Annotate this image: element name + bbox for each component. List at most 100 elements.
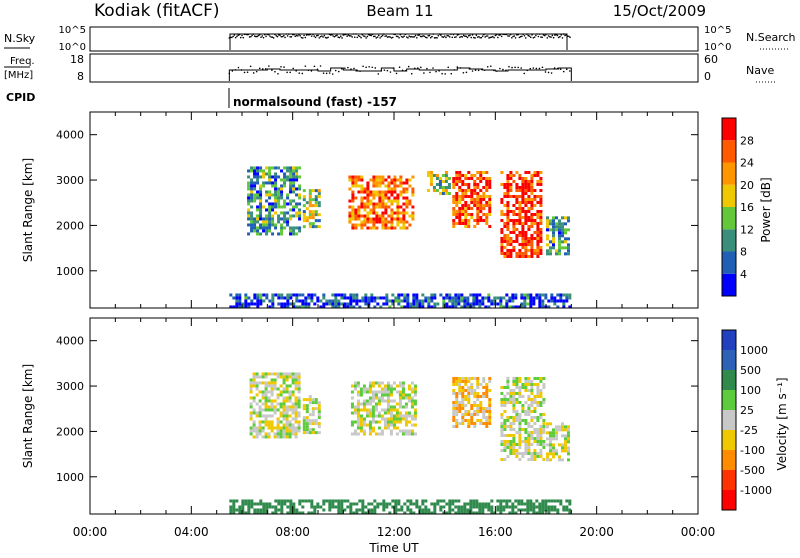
power-cell bbox=[427, 305, 431, 309]
velocity-cell bbox=[564, 446, 567, 450]
search-dot bbox=[374, 35, 376, 38]
power-cell bbox=[445, 302, 449, 306]
power-cell bbox=[298, 184, 302, 188]
power-cell bbox=[506, 233, 510, 237]
velocity-cell bbox=[533, 376, 537, 380]
power-cell bbox=[375, 214, 379, 218]
power-cell bbox=[455, 209, 459, 213]
velocity-cell bbox=[297, 420, 301, 424]
power-cell bbox=[457, 299, 461, 303]
velocity-cell bbox=[527, 457, 531, 461]
velocity-cell bbox=[413, 414, 417, 418]
velocity-cell bbox=[314, 407, 318, 411]
velocity-cell bbox=[294, 387, 298, 391]
velocity-cell bbox=[550, 508, 554, 512]
power-cell bbox=[530, 188, 534, 192]
velocity-cell bbox=[415, 502, 419, 506]
power-cell bbox=[533, 236, 537, 240]
power-cell bbox=[500, 242, 504, 246]
power-cell bbox=[567, 252, 570, 256]
power-cell bbox=[458, 188, 462, 192]
velocity-cell bbox=[509, 424, 513, 428]
velocity-cell bbox=[247, 502, 251, 506]
nave-dot bbox=[240, 69, 243, 71]
power-cell bbox=[348, 175, 352, 179]
power-cell bbox=[521, 200, 525, 204]
velocity-cell bbox=[270, 399, 274, 403]
velocity-cell bbox=[386, 411, 390, 415]
power-cell bbox=[454, 296, 458, 300]
velocity-cell bbox=[398, 390, 402, 394]
velocity-colorbar-swatch bbox=[722, 350, 736, 370]
power-cell bbox=[538, 305, 542, 309]
power-cell bbox=[539, 221, 543, 225]
velocity-cell bbox=[353, 432, 357, 436]
power-cell bbox=[509, 194, 513, 198]
velocity-cell bbox=[308, 419, 312, 423]
velocity-cell bbox=[558, 425, 561, 429]
search-dot bbox=[322, 36, 324, 38]
time-axis-title: Time UT bbox=[368, 541, 419, 554]
velocity-cell bbox=[549, 458, 552, 462]
power-cell bbox=[524, 248, 528, 252]
power-cell bbox=[438, 176, 442, 180]
power-cell bbox=[464, 194, 468, 198]
nave-dot bbox=[444, 73, 446, 75]
power-cell bbox=[274, 223, 278, 227]
power-cell bbox=[533, 173, 537, 177]
velocity-cell bbox=[546, 458, 549, 462]
power-cell bbox=[331, 302, 335, 306]
power-cell bbox=[512, 209, 516, 213]
velocity-cell bbox=[255, 435, 259, 439]
power-cell bbox=[354, 184, 358, 188]
power-cell bbox=[283, 214, 287, 218]
velocity-cell bbox=[368, 402, 372, 406]
power-cell bbox=[521, 221, 525, 225]
power-cell bbox=[364, 293, 368, 297]
power-cell bbox=[561, 240, 564, 244]
power-cell bbox=[399, 184, 403, 188]
power-cell bbox=[482, 191, 486, 195]
velocity-cell bbox=[509, 451, 513, 455]
search-dot bbox=[233, 34, 236, 36]
power-cell bbox=[387, 184, 391, 188]
velocity-cell bbox=[458, 406, 462, 410]
velocity-cell bbox=[365, 423, 369, 427]
velocity-cell bbox=[308, 395, 312, 399]
power-cell bbox=[467, 203, 471, 207]
power-cell bbox=[562, 302, 566, 306]
power-cell bbox=[373, 296, 377, 300]
power-cell bbox=[289, 199, 293, 203]
power-cell bbox=[393, 226, 397, 230]
velocity-cell bbox=[536, 391, 540, 395]
search-dot bbox=[281, 35, 284, 38]
power-cell bbox=[532, 296, 536, 300]
velocity-cell bbox=[286, 505, 290, 509]
nave-dot bbox=[249, 65, 252, 68]
velocity-cell bbox=[374, 402, 378, 406]
velocity-cell bbox=[478, 511, 482, 515]
power-cell bbox=[348, 220, 352, 224]
power-cell bbox=[479, 188, 483, 192]
velocity-cell bbox=[261, 414, 265, 418]
search-dot bbox=[447, 34, 450, 37]
power-cell bbox=[274, 175, 278, 179]
power-cell bbox=[552, 246, 555, 250]
velocity-cell bbox=[311, 401, 315, 405]
velocity-cell bbox=[404, 405, 408, 409]
search-dot bbox=[250, 35, 252, 38]
velocity-cell bbox=[376, 502, 380, 506]
search-dot bbox=[464, 35, 466, 37]
power-cell bbox=[271, 220, 275, 224]
search-dot bbox=[470, 36, 473, 39]
power-cell bbox=[488, 185, 492, 189]
power-cell bbox=[452, 224, 456, 228]
velocity-cell bbox=[377, 411, 381, 415]
power-cell bbox=[506, 200, 510, 204]
velocity-cell bbox=[488, 412, 492, 416]
power-cell bbox=[515, 212, 519, 216]
power-cell bbox=[461, 179, 465, 183]
velocity-cell bbox=[473, 391, 477, 395]
search-dot bbox=[450, 33, 452, 36]
velocity-cell bbox=[358, 499, 362, 503]
